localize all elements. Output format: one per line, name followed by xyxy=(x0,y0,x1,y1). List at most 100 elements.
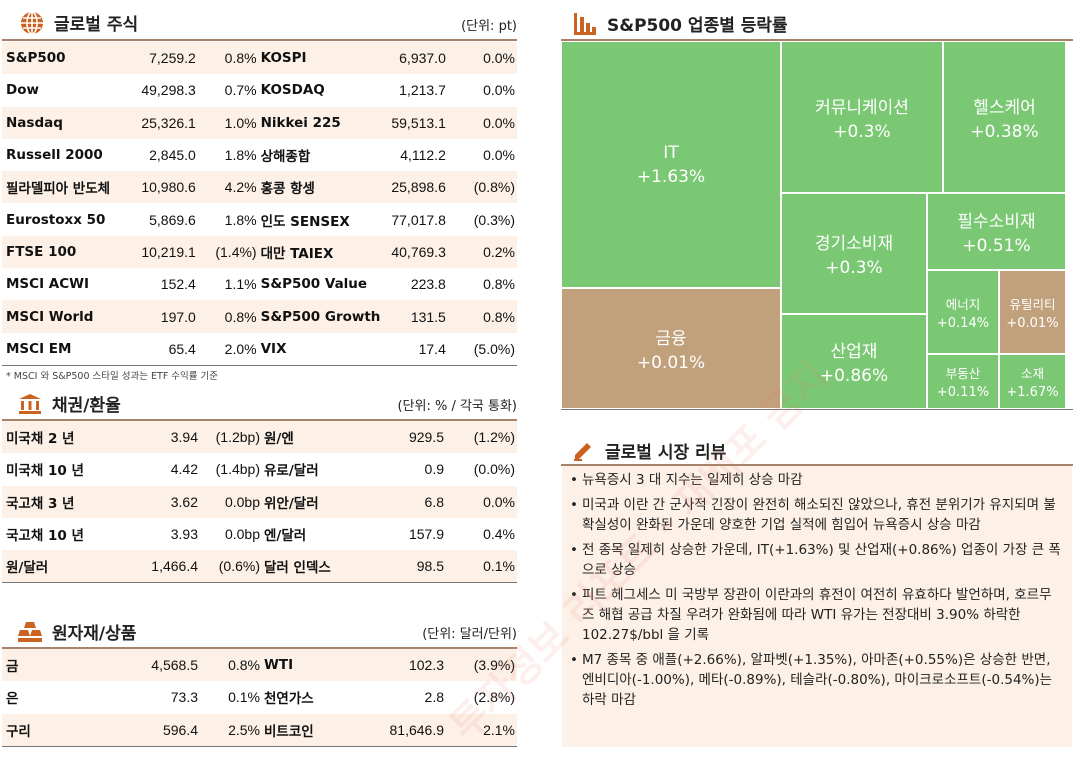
review-bullet-text: 미국과 이란 간 군사적 긴장이 완전히 해소되진 않았으나, 휴전 분위기가 … xyxy=(582,497,1056,533)
table-row: S&P500 7,259.2 0.8% KOSPI 6,937.0 0.0% xyxy=(2,42,517,75)
value-cell: 6.8 xyxy=(380,485,446,518)
table-row: 은 73.3 0.1% 천연가스 2.8 (2.8%) xyxy=(2,681,517,713)
change-cell: 2.0% xyxy=(224,340,257,357)
table-row: MSCI World 197.0 0.8% S&P500 Growth 131.5 0.8… xyxy=(2,300,517,333)
change-cell: (3.9%) xyxy=(446,649,517,682)
sector-tile: 필수소비재 +0.51% xyxy=(927,193,1066,270)
sector-tile: 에너지 +0.14% xyxy=(927,270,999,354)
sector-name: 헬스케어 xyxy=(973,97,1036,118)
value-cell: 59,513.1 xyxy=(382,106,448,139)
value-cell: 596.4 xyxy=(130,713,200,746)
change-cell: 0.8% xyxy=(447,300,517,333)
sector-tile: 금융 +0.01% xyxy=(561,288,781,409)
name-cell: S&P500 Growth xyxy=(258,300,383,333)
change-cell: 0.8% xyxy=(483,276,515,293)
name-cell: 원/엔 xyxy=(262,421,380,454)
globe-icon xyxy=(20,10,44,35)
value-cell: 49,298.3 xyxy=(141,82,196,99)
value-cell: 2,845.0 xyxy=(149,147,196,164)
name-cell: MSCI ACWI xyxy=(6,276,90,293)
review-bullet-text: 피트 헤그세스 미 국방부 장관이 이란과의 휴전이 여전히 유효하다 발언하며… xyxy=(582,587,1052,643)
sector-change: +0.51% xyxy=(962,236,1031,256)
bullet-icon: • xyxy=(570,587,578,603)
review-section-title: 글로벌 시장 리뷰 xyxy=(571,438,726,463)
name-cell: 유로/달러 xyxy=(264,463,319,480)
sector-tile: 유틸리티 +0.01% xyxy=(999,270,1066,354)
value-cell: 25,326.1 xyxy=(128,106,198,139)
value-cell: 157.9 xyxy=(408,526,444,543)
change-cell: (0.0%) xyxy=(473,461,515,478)
change-cell: 4.2% xyxy=(197,171,259,204)
name-cell: 엔/달러 xyxy=(264,528,307,545)
table-row: Russell 2000 2,845.0 1.8% 상해종합 4,112.2 0.0% xyxy=(2,139,517,171)
name-cell: WTI xyxy=(262,649,380,682)
review-bullet: • M7 종목 중 애플(+2.66%), 알파벳(+1.35%), 아마존(+0… xyxy=(570,650,1062,710)
name-cell: 위안/달러 xyxy=(262,485,380,518)
name-cell: 인도 SENSEX xyxy=(260,213,350,230)
value-cell: 25,898.6 xyxy=(382,171,448,204)
bonds-section-title: 채권/환율 xyxy=(18,391,121,416)
value-cell: 1,466.4 xyxy=(130,550,200,583)
commodities-rule xyxy=(2,647,517,649)
value-cell: 3.93 xyxy=(170,526,198,543)
commodities-title: 원자재/상품 xyxy=(52,624,137,644)
review-bullet: • 미국과 이란 간 군사적 긴장이 완전히 해소되진 않았으나, 휴전 분위기가… xyxy=(570,495,1062,535)
name-cell: 필라델피아 반도체 xyxy=(2,171,129,204)
name-cell: 구리 xyxy=(2,713,130,746)
value-cell: 73.3 xyxy=(170,689,198,706)
value-cell: 4,568.5 xyxy=(130,649,200,682)
value-cell: 4,112.2 xyxy=(400,147,446,164)
sector-tile: 커뮤니케이션 +0.3% xyxy=(781,41,943,193)
name-cell: MSCI World xyxy=(2,300,129,333)
change-cell: 0.0% xyxy=(483,147,515,164)
commodities-section-title: 원자재/상품 xyxy=(18,619,136,644)
change-cell: 0.1% xyxy=(228,689,260,706)
bullet-icon: • xyxy=(570,497,578,513)
sector-change: +1.63% xyxy=(636,166,706,187)
table-row: MSCI ACWI 152.4 1.1% S&P500 Value 223.8 0.8% xyxy=(2,268,517,300)
table-row: Dow 49,298.3 0.7% KOSDAQ 1,213.7 0.0% xyxy=(2,74,517,106)
change-cell: (2.8%) xyxy=(473,689,515,706)
table-row: 국고채 3 년 3.62 0.0bp 위안/달러 6.8 0.0% xyxy=(2,485,517,518)
review-bullet-text: 뉴욕증시 3 대 지수는 일제히 상승 마감 xyxy=(582,472,803,488)
table-row: FTSE 100 10,219.1 (1.4%) 대만 TAIEX 40,769.3 0.… xyxy=(2,235,517,269)
commodities-unit: (단위: 달러/단위) xyxy=(422,627,517,642)
change-cell: (5.0%) xyxy=(473,340,515,357)
table-row: 구리 596.4 2.5% 비트코인 81,646.9 2.1% xyxy=(2,713,517,746)
value-cell: 929.5 xyxy=(380,421,446,454)
commodities-bottom-rule xyxy=(2,746,517,747)
review-bullet-text: 전 종목 일제히 상승한 가운데, IT(+1.63%) 및 산업재(+0.86… xyxy=(582,542,1061,578)
value-cell: 1,213.7 xyxy=(399,82,446,99)
sector-tile: 산업재 +0.86% xyxy=(781,314,927,409)
table-row: 미국채 2 년 3.94 (1.2bp) 원/엔 929.5 (1.2%) xyxy=(2,421,517,454)
table-row: 필라델피아 반도체 10,980.6 4.2% 홍콩 항셍 25,898.6 (0.8%) xyxy=(2,171,517,204)
sector-change: +1.67% xyxy=(1006,385,1059,400)
value-cell: 17.4 xyxy=(418,340,446,357)
name-cell: S&P500 Value xyxy=(260,276,368,293)
review-bullet-text: M7 종목 중 애플(+2.66%), 알파벳(+1.35%), 아마존(+0.… xyxy=(582,652,1053,708)
sector-change: +0.01% xyxy=(1006,315,1059,331)
value-cell: 152.4 xyxy=(160,276,196,293)
name-cell: 국고채 10 년 xyxy=(6,528,84,545)
name-cell: 홍콩 항셍 xyxy=(258,171,383,204)
bullet-icon: • xyxy=(570,472,578,488)
bank-icon xyxy=(18,392,42,416)
sector-name: 필수소비재 xyxy=(957,212,1036,232)
name-cell: 은 xyxy=(6,691,19,708)
change-cell: (1.2%) xyxy=(446,421,517,454)
change-cell: 1.0% xyxy=(197,106,259,139)
change-cell: 1.1% xyxy=(224,276,257,293)
change-cell: 0.1% xyxy=(446,550,517,583)
name-cell: 국고채 3 년 xyxy=(2,485,130,518)
change-cell: 0.2% xyxy=(447,235,517,269)
name-cell: Nasdaq xyxy=(2,106,129,139)
sector-change: +0.01% xyxy=(636,353,706,373)
sector-change: +0.38% xyxy=(970,121,1039,142)
change-cell: (1.2bp) xyxy=(200,421,262,454)
name-cell: 대만 TAIEX xyxy=(258,235,383,269)
change-cell: 1.8% xyxy=(224,211,257,228)
change-cell: (1.4%) xyxy=(197,235,259,269)
value-cell: 6,937.0 xyxy=(382,42,448,75)
change-cell: (0.8%) xyxy=(447,171,517,204)
bonds-rule xyxy=(2,419,517,421)
